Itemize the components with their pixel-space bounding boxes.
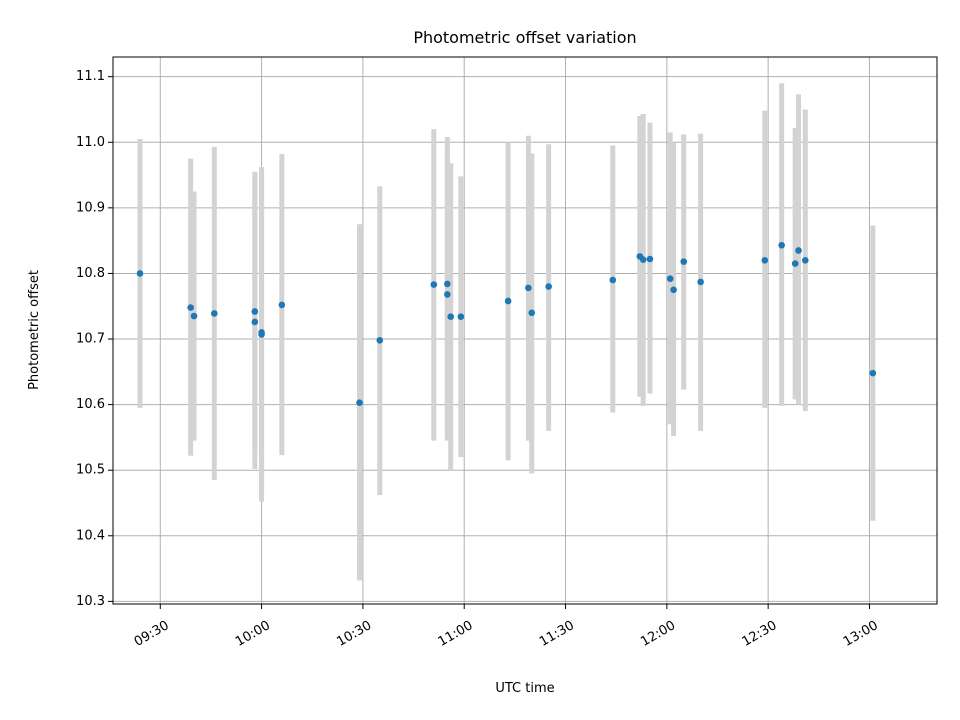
data-point — [187, 304, 194, 311]
data-point — [444, 291, 451, 298]
y-tick-label: 10.5 — [76, 463, 105, 478]
data-point — [251, 318, 259, 326]
y-axis-ticks: 10.3 10.4 10.5 10.6 10.7 10.8 10.9 11.0 11.1 — [76, 69, 113, 609]
plot-frame — [112, 56, 938, 605]
data-point — [761, 257, 769, 264]
data-point — [795, 247, 802, 254]
y-tick-label: 10.4 — [76, 528, 105, 543]
data-point — [258, 329, 265, 336]
y-tick-label: 10.9 — [76, 200, 105, 215]
data-point — [525, 284, 532, 292]
data-point — [136, 270, 144, 277]
data-point — [697, 278, 704, 286]
y-tick-label: 11.0 — [76, 135, 105, 150]
y-tick-label: 11.1 — [76, 69, 105, 84]
data-point — [528, 309, 536, 317]
x-axis-label: UTC time — [495, 681, 554, 696]
data-point — [457, 313, 465, 321]
data-point — [430, 281, 438, 288]
data-point — [609, 276, 617, 284]
data-point — [251, 308, 259, 315]
data-point — [504, 297, 512, 305]
data-point — [211, 310, 218, 317]
data-point — [278, 301, 286, 309]
data-point — [778, 241, 785, 249]
data-point — [801, 257, 809, 264]
data-point — [447, 313, 455, 321]
data-point — [680, 258, 688, 265]
chart-title: Photometric offset variation — [413, 28, 636, 47]
data-point — [639, 256, 647, 263]
data-point — [791, 260, 799, 267]
data-point — [376, 337, 384, 344]
data-point — [670, 286, 677, 294]
y-tick-label: 10.3 — [76, 594, 105, 609]
y-tick-label: 10.8 — [76, 266, 105, 281]
data-point — [545, 283, 552, 290]
data-point — [190, 312, 198, 320]
y-tick-label: 10.7 — [76, 332, 105, 347]
data-point — [666, 275, 674, 282]
data-point — [646, 255, 654, 263]
data-points — [136, 241, 877, 406]
data-point — [869, 369, 877, 377]
data-point — [444, 280, 451, 288]
y-axis-label: Photometric offset — [27, 270, 42, 390]
data-point — [356, 399, 363, 406]
y-tick-label: 10.6 — [76, 397, 105, 412]
